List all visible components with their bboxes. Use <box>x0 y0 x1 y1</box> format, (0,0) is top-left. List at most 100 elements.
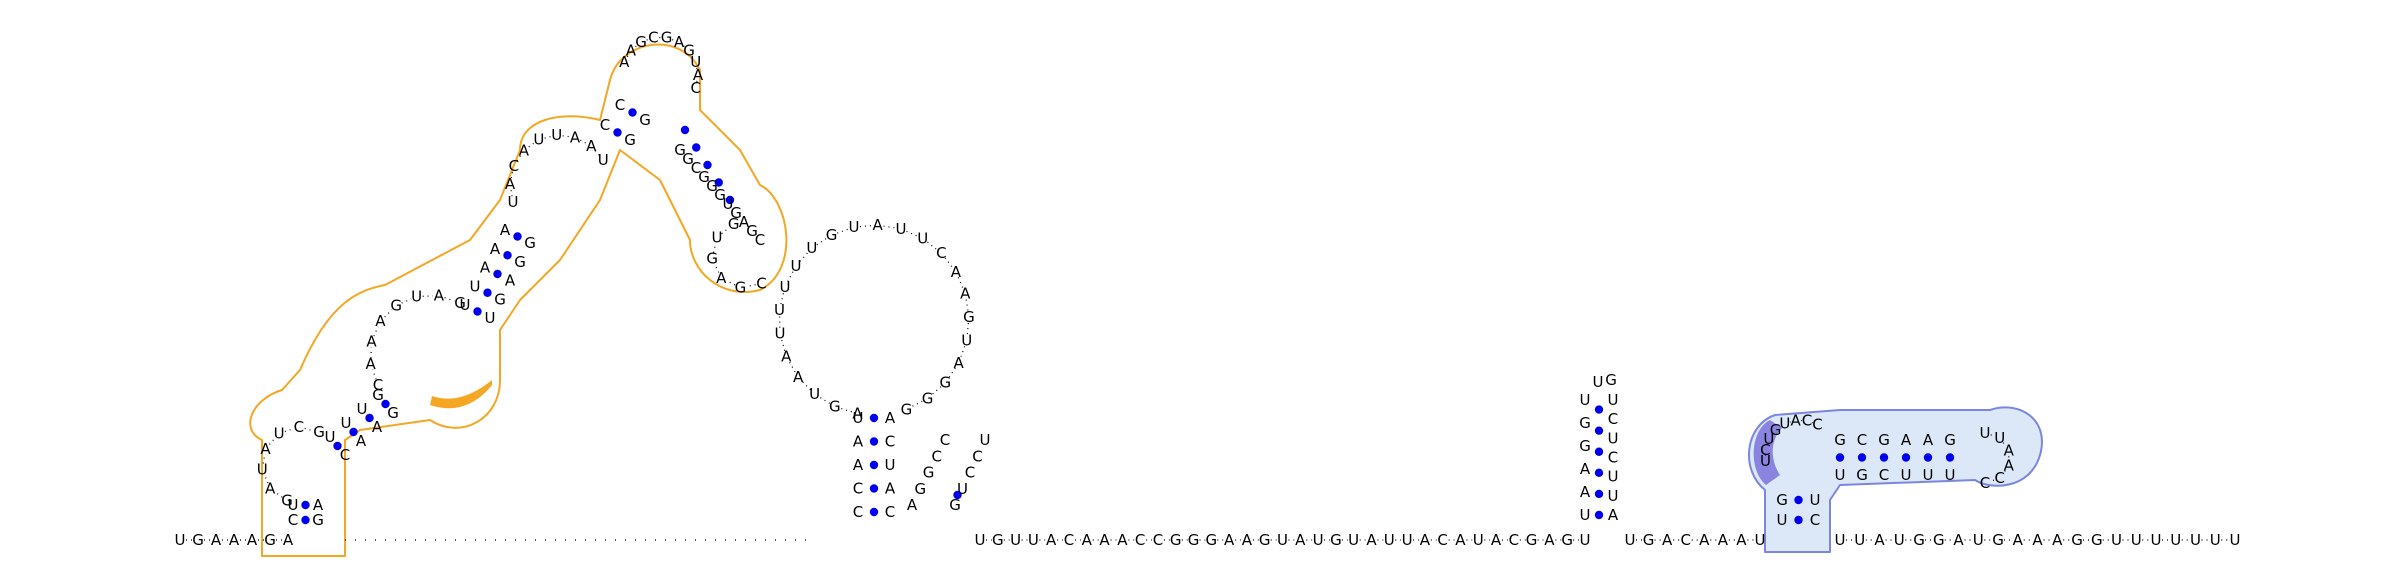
nucleotide-black: U <box>790 257 801 275</box>
nucleotide-3prime: U <box>2190 531 2201 549</box>
backbone-link <box>840 407 852 413</box>
nucleotide-black: A <box>907 496 918 514</box>
nucleotide-linker: G <box>1170 531 1182 549</box>
nucleotide-linker: U <box>1625 531 1636 549</box>
nucleotide-orange: G <box>390 296 402 314</box>
nucleotide-black: A <box>951 263 962 281</box>
base-pair-dot <box>869 484 879 493</box>
nucleotide-orange: G <box>706 249 718 267</box>
nucleotide-linker: G <box>1561 531 1573 549</box>
nucleotide-3prime: U <box>2111 531 2122 549</box>
nucleotide-linker: C <box>1135 531 1145 549</box>
backbone-link <box>528 142 535 148</box>
nucleotide-5prime: A <box>247 531 258 549</box>
backbone-link <box>906 230 918 237</box>
nucleotide-3prime: A <box>2032 531 2043 549</box>
base-pair-dot <box>1594 426 1604 435</box>
backbone-link <box>948 367 956 379</box>
backbone-link <box>883 225 896 229</box>
nucleotide-orange: C <box>509 157 519 175</box>
nucleotide-orange: G <box>728 215 740 233</box>
nucleotide-blue: U <box>1777 511 1788 529</box>
nucleotide-orange: A <box>586 137 597 155</box>
backbone-link <box>927 241 938 250</box>
nucleotide-blue: A <box>1923 431 1934 449</box>
base-pair-dot <box>333 441 342 451</box>
base-pair-dot <box>365 413 374 423</box>
nucleotide-linker: A <box>1224 531 1235 549</box>
nucleotide-linker: U <box>1402 531 1413 549</box>
base-pair-dot <box>513 232 522 241</box>
nucleotide-linker: U <box>1473 531 1484 549</box>
nucleotide-hairpin: G <box>1605 371 1617 389</box>
nucleotide-black: U <box>774 325 785 343</box>
backbone-link <box>580 139 587 144</box>
nucleotide-black: G <box>829 398 841 416</box>
nucleotide-blue: C <box>1810 511 1820 529</box>
nucleotide-black: U <box>957 480 968 498</box>
base-pair-dot <box>1594 447 1604 456</box>
nucleotide-orange: U <box>485 309 496 327</box>
nucleotide-orange: G <box>281 492 293 510</box>
nucleotide-black: C <box>885 433 895 451</box>
nucleotide-blue: C <box>1879 466 1889 484</box>
nucleotide-orange: G <box>683 42 695 60</box>
nucleotide-orange: C <box>288 511 298 529</box>
nucleotide-orange: G <box>313 423 325 441</box>
nucleotide-blue: U <box>1901 466 1912 484</box>
nucleotide-orange: C <box>373 376 383 394</box>
nucleotide-orange: G <box>312 511 324 529</box>
nucleotide-orange: C <box>691 159 701 177</box>
backbone-link <box>780 292 785 305</box>
nucleotide-black: G <box>923 464 935 482</box>
base-pair-dot <box>381 399 390 409</box>
nucleotide-blue: U <box>1945 466 1956 484</box>
nucleotide-5prime: U <box>175 531 186 549</box>
nucleotide-orange: G <box>372 386 384 404</box>
base-pair-dot <box>953 490 962 500</box>
backbone-link <box>562 135 570 138</box>
nucleotide-black: A <box>885 480 896 498</box>
backbone-link <box>1990 434 1995 437</box>
nucleotide-linker: A <box>1420 531 1431 549</box>
nucleotide-orange: U <box>341 414 352 432</box>
nucleotide-5prime: A <box>283 531 294 549</box>
base-pair-dot <box>1594 468 1604 478</box>
nucleotide-orange: U <box>325 428 336 446</box>
nucleotide-hairpin: U <box>1608 487 1619 505</box>
backbone-link <box>801 381 811 391</box>
base-pair-dot <box>680 125 690 135</box>
base-pair-dot <box>869 437 879 446</box>
nucleotide-orange: A <box>716 269 727 287</box>
nucleotide-linker: A <box>1699 531 1710 549</box>
base-pair-dot <box>1945 453 1955 462</box>
nucleotide-black: U <box>980 431 991 449</box>
nucleotide-orange: G <box>524 234 536 252</box>
backbone-link <box>510 171 514 179</box>
nucleotide-orange: C <box>756 275 766 293</box>
backbone-link <box>819 396 831 404</box>
nucleotide-linker: A <box>1662 531 1673 549</box>
nucleotide-3prime: U <box>2151 531 2162 549</box>
nucleotide-linker: A <box>1455 531 1466 549</box>
nucleotide-black: U <box>779 278 790 296</box>
backbone-link <box>1990 479 1995 482</box>
nucleotide-blue: U <box>1810 491 1821 509</box>
blue-domain-outline <box>1748 406 2043 553</box>
nucleotide-blue: A <box>1901 431 1912 449</box>
backbone-link <box>799 252 809 262</box>
nucleotide-5prime: A <box>229 531 240 549</box>
base-pair-dot <box>1923 453 1933 462</box>
nucleotide-orange: U <box>533 131 544 149</box>
nucleotide-black: A <box>781 348 792 366</box>
nucleotide-orange: C <box>755 231 765 249</box>
nucleotide-blue: U <box>1779 414 1790 432</box>
nucleotide-5prime: A <box>211 531 222 549</box>
nucleotide-orange: A <box>260 440 271 458</box>
base-pair-dot <box>1594 510 1604 520</box>
base-pair-dot <box>301 515 310 525</box>
nucleotide-orange: A <box>674 33 685 51</box>
base-pair-dot <box>1879 453 1889 462</box>
backbone-link <box>384 309 393 318</box>
nucleotide-blue: C <box>1812 416 1822 434</box>
